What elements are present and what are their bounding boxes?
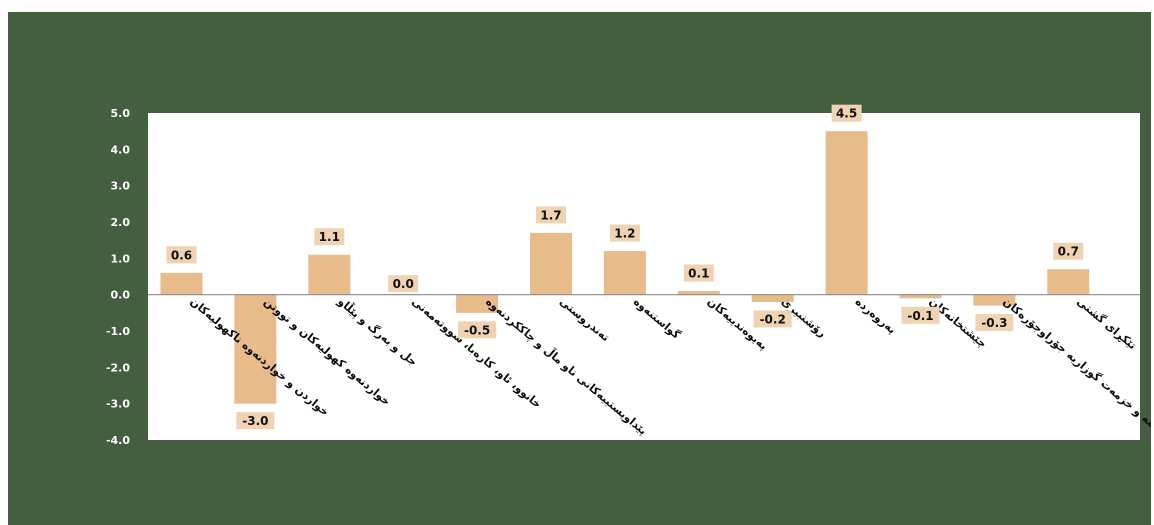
data-label-box [166, 246, 197, 264]
data-label-text: 0.1 [688, 267, 709, 281]
data-label-text: 4.5 [836, 107, 857, 121]
data-label-text: -0.1 [907, 309, 933, 323]
data-labels: 0.6 -3.0 1.1 0.0 -0.5 1.7 1.2 0.1 -0.2 4.5 -0.1 -0.… [166, 104, 1084, 430]
data-label-text: 1.7 [540, 208, 561, 222]
bar [308, 254, 351, 295]
data-label: -0.5 [458, 321, 497, 339]
bar [973, 294, 1016, 306]
data-label-box [609, 224, 640, 242]
y-axis-ticks: 5.0 4.0 3.0 2.0 1.0 0.0 -1.0 -2.0 -3.0 -4.0 [106, 107, 130, 447]
bar [456, 294, 499, 313]
y-tick-label: -2.0 [106, 361, 130, 374]
bars [160, 131, 1090, 404]
data-label: 1.7 [536, 206, 566, 224]
bar [234, 294, 277, 404]
data-label-text: 1.1 [319, 230, 340, 244]
y-tick-label: -3.0 [106, 398, 130, 411]
y-tick-label: 4.0 [111, 143, 131, 156]
bar [530, 232, 572, 295]
data-label-text: -3.0 [242, 414, 268, 428]
data-label-box [901, 306, 940, 324]
data-label-text: 0.6 [171, 248, 192, 262]
data-label-box [753, 310, 792, 328]
data-label: -3.0 [236, 412, 275, 430]
data-label-text: 0.7 [1058, 245, 1079, 259]
chart-background: 5.0 4.0 3.0 2.0 1.0 0.0 -1.0 -2.0 -3.0 -4.0 خوارد… [8, 12, 1151, 525]
data-label-box [975, 314, 1014, 332]
data-label: 0.0 [388, 275, 419, 293]
y-tick-label: 2.0 [111, 216, 131, 229]
data-label-box [314, 228, 345, 246]
data-label: 0.6 [166, 246, 197, 264]
data-label-text: -0.3 [981, 316, 1007, 330]
y-tick-label: -4.0 [106, 434, 130, 447]
data-label: 4.5 [831, 104, 862, 122]
bar [603, 251, 646, 295]
data-label-box [388, 275, 419, 293]
y-tick-label: 1.0 [111, 252, 131, 265]
bar [751, 294, 794, 302]
bar-chart: 5.04.03.02.01.00.0-1.0-2.0-3.0-4.0 خوارد… [106, 104, 1151, 453]
data-label-box [683, 264, 714, 282]
y-tick-label: -1.0 [106, 325, 130, 338]
data-label-box [1053, 242, 1084, 260]
data-label: -0.2 [753, 310, 792, 328]
data-label-text: 0.0 [393, 277, 414, 291]
bar [1047, 269, 1090, 295]
data-label: 0.7 [1053, 242, 1084, 260]
data-label: 1.2 [609, 224, 640, 242]
bar [899, 294, 942, 299]
y-tick-label: 0.0 [111, 289, 131, 302]
data-label: -0.1 [901, 306, 940, 324]
data-label: 0.1 [683, 264, 714, 282]
data-label-box [536, 206, 566, 224]
data-label-text: -0.2 [760, 312, 786, 326]
bar [677, 291, 720, 295]
data-label: -0.3 [975, 314, 1014, 332]
bar [825, 131, 868, 295]
data-label: 1.1 [314, 228, 345, 246]
bar [160, 272, 203, 295]
data-label-text: 1.2 [614, 227, 635, 241]
data-label-text: -0.5 [464, 323, 490, 337]
data-label-box [831, 104, 862, 122]
y-tick-label: 5.0 [111, 107, 131, 120]
data-label-box [236, 412, 275, 430]
data-label-box [458, 321, 497, 339]
y-tick-label: 3.0 [111, 180, 131, 193]
